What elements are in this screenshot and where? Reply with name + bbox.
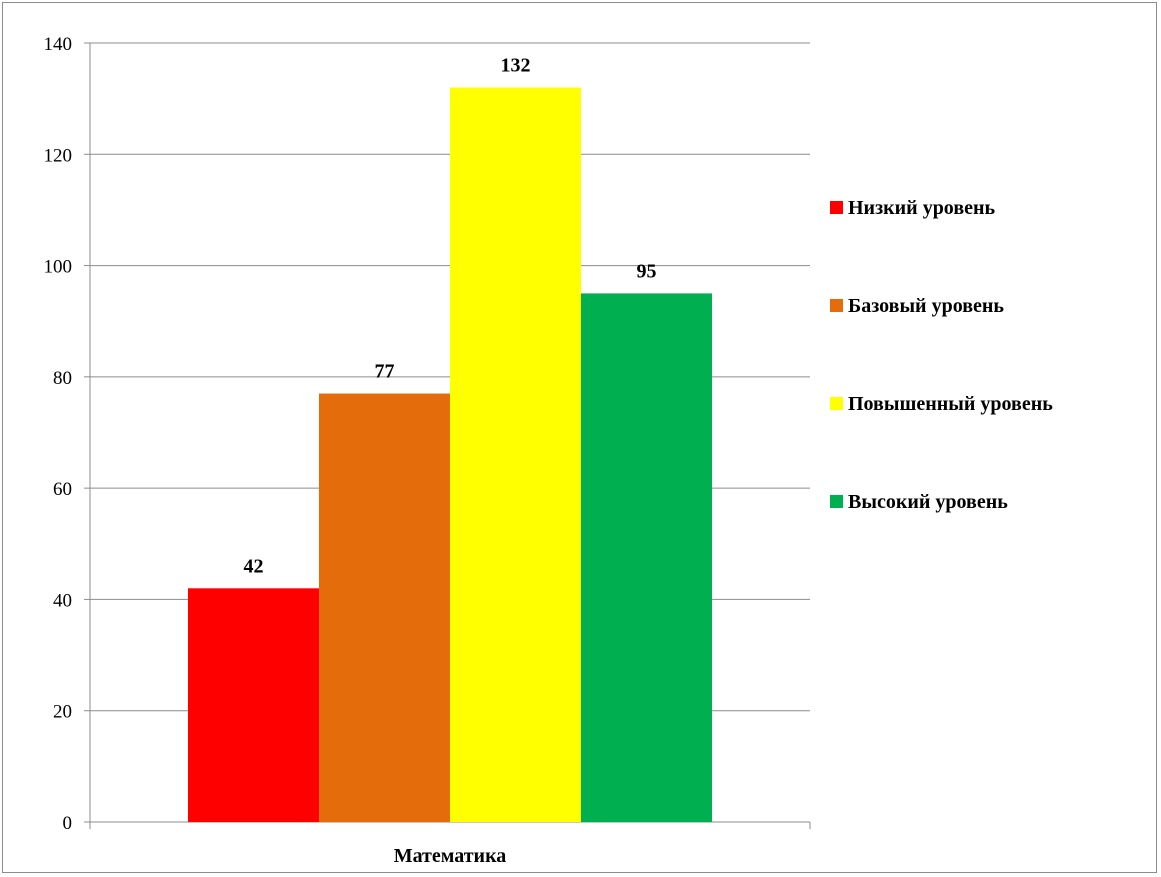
- legend-swatch: [830, 201, 843, 214]
- legend-label: Базовый уровень: [848, 295, 1004, 317]
- y-tick-label: 80: [53, 368, 72, 389]
- legend-swatch: [830, 397, 843, 410]
- legend-swatch: [830, 299, 843, 312]
- bar: [188, 588, 319, 822]
- y-tick-label: 20: [53, 702, 72, 723]
- legend-label: Повышенный уровень: [848, 393, 1053, 415]
- legend-label: Низкий уровень: [848, 197, 996, 219]
- data-label: 132: [501, 55, 531, 77]
- bar: [450, 87, 581, 822]
- y-tick-label: 140: [44, 34, 73, 55]
- legend: Низкий уровень Базовый уровень Повышенный …: [830, 197, 1053, 513]
- data-label: 42: [244, 555, 264, 577]
- y-tick-label: 120: [44, 145, 73, 166]
- data-label: 95: [637, 260, 657, 282]
- bars: [188, 87, 712, 823]
- y-tick-label: 40: [53, 590, 72, 611]
- y-tick-label: 0: [63, 813, 73, 834]
- data-label: 77: [375, 361, 395, 383]
- category-labels: Математика: [394, 845, 507, 867]
- bar: [581, 293, 712, 823]
- y-tick-label: 60: [53, 479, 72, 500]
- data-labels: 42 77 132 95: [244, 55, 657, 578]
- legend-swatch: [830, 495, 843, 508]
- bar: [319, 393, 450, 822]
- legend-label: Высокий уровень: [848, 491, 1008, 513]
- category-label: Математика: [394, 845, 507, 867]
- y-tick-label: 100: [44, 257, 73, 278]
- y-axis-ticks: 0 20 40 60 80 100 120 140: [44, 34, 73, 834]
